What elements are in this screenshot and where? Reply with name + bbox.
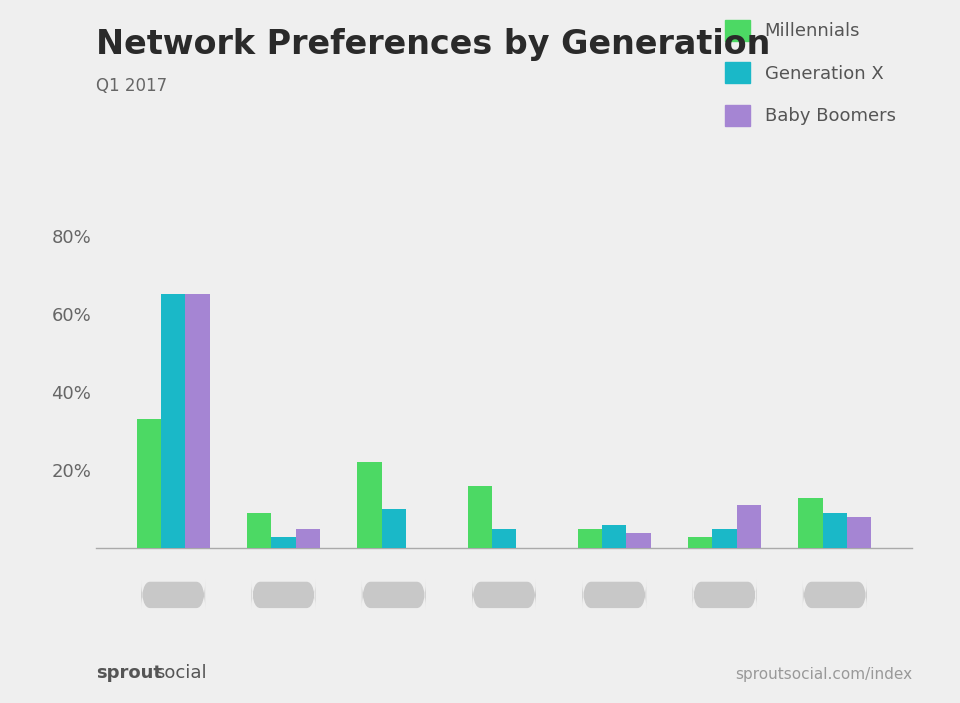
Text: social: social <box>156 664 207 682</box>
Bar <box>578 529 602 548</box>
FancyBboxPatch shape <box>141 580 205 610</box>
Bar <box>136 420 161 548</box>
FancyBboxPatch shape <box>583 580 646 610</box>
Bar <box>272 536 296 548</box>
Bar <box>381 509 406 548</box>
Bar <box>357 463 381 548</box>
FancyBboxPatch shape <box>362 580 425 610</box>
FancyBboxPatch shape <box>252 580 316 610</box>
Bar <box>468 486 492 548</box>
Bar <box>799 498 823 548</box>
Text: Q1 2017: Q1 2017 <box>96 77 167 96</box>
Text: sprout: sprout <box>96 664 162 682</box>
FancyBboxPatch shape <box>803 580 867 610</box>
Bar <box>247 513 272 548</box>
Bar <box>736 505 761 548</box>
Bar <box>626 533 651 548</box>
Bar <box>823 513 847 548</box>
Text: Network Preferences by Generation: Network Preferences by Generation <box>96 28 770 61</box>
Bar <box>712 529 736 548</box>
Bar <box>847 517 871 548</box>
Bar <box>296 529 320 548</box>
Text: sproutsocial.com/index: sproutsocial.com/index <box>734 667 912 682</box>
Legend: Millennials, Generation X, Baby Boomers: Millennials, Generation X, Baby Boomers <box>718 13 903 133</box>
Bar <box>492 529 516 548</box>
Bar <box>185 295 209 548</box>
Bar <box>602 525 626 548</box>
Bar <box>161 295 185 548</box>
Bar <box>688 536 712 548</box>
FancyBboxPatch shape <box>472 580 536 610</box>
FancyBboxPatch shape <box>692 580 756 610</box>
